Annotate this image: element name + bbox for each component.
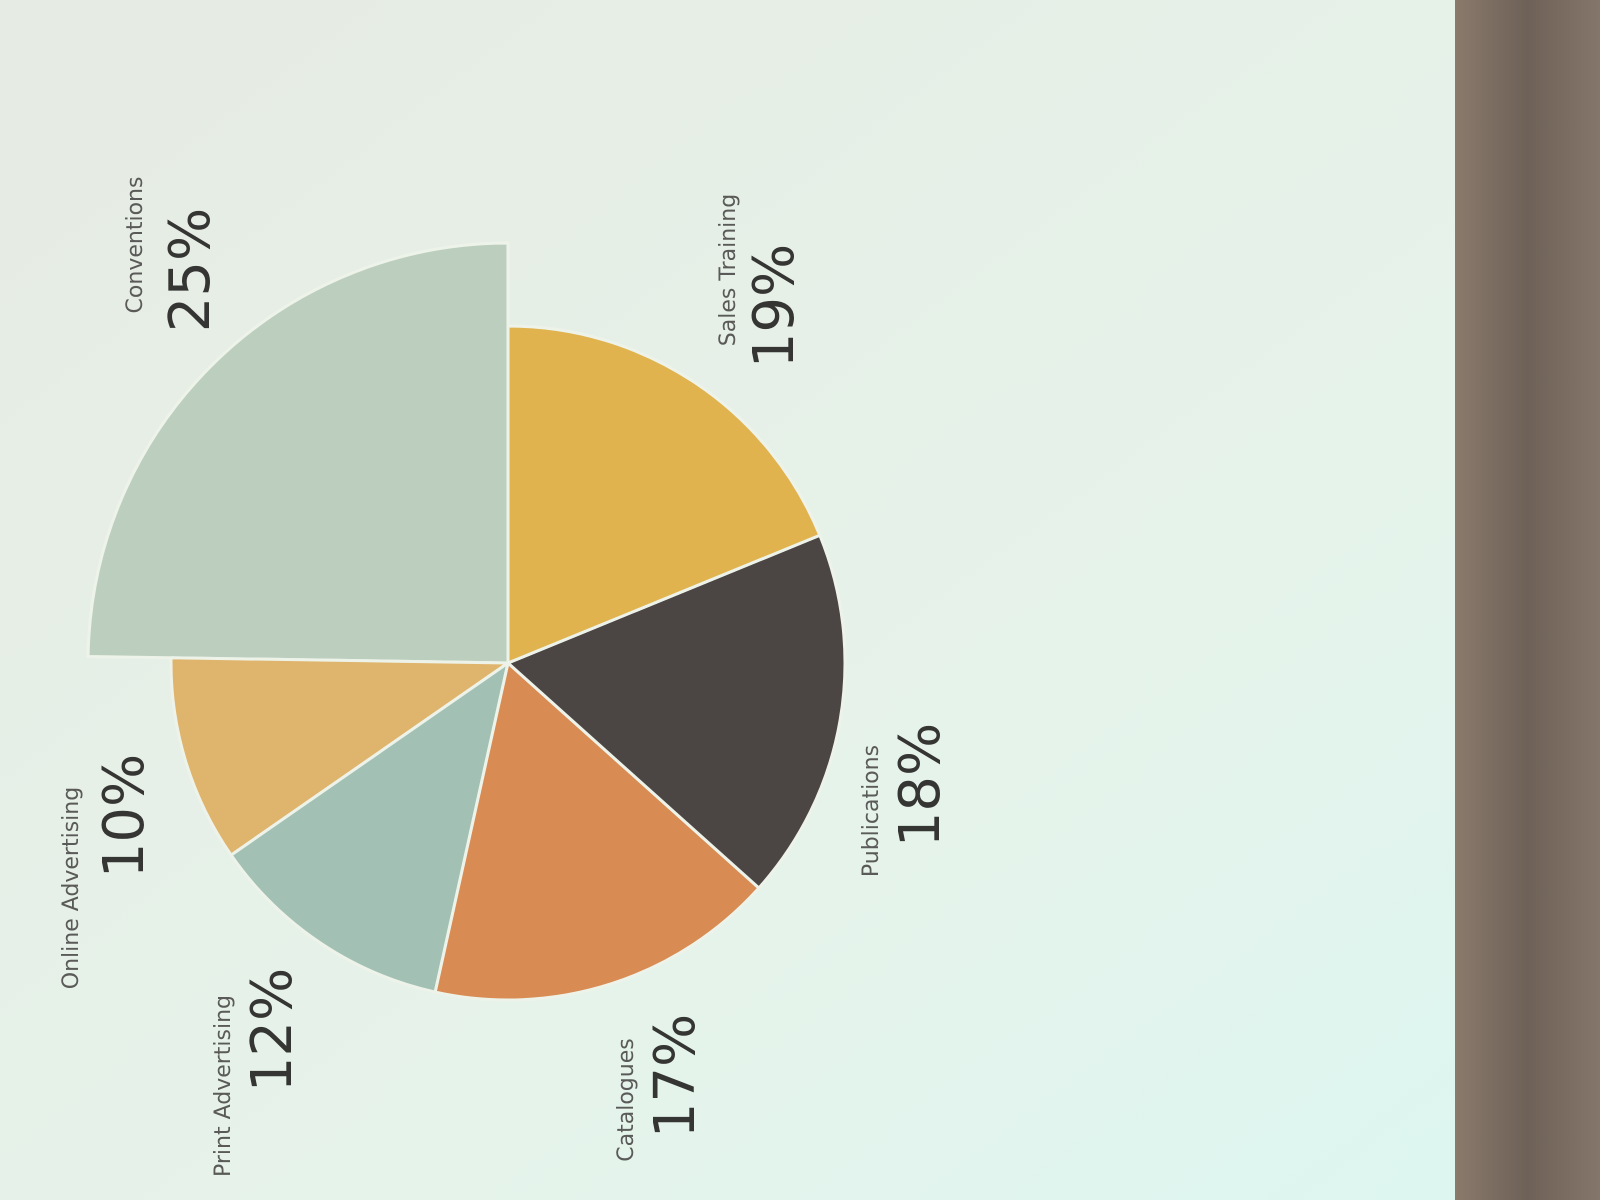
labels: Conventions 25% Online Advertising 10% Print… — [59, 177, 953, 1177]
pie-slice — [86, 241, 510, 665]
slice-name: Conventions — [123, 177, 148, 314]
pie-slice — [433, 661, 761, 1002]
slice-name: Catalogues — [614, 1038, 639, 1161]
slice-percent: 12% — [240, 968, 305, 1092]
slice-percent: 18% — [888, 723, 953, 847]
slice-name: Online Advertising — [59, 787, 84, 989]
slice-name: Publications — [859, 745, 884, 877]
pie-slice — [506, 324, 822, 665]
pie-slice — [506, 533, 847, 890]
slice-name: Sales Training — [716, 194, 741, 346]
pie — [86, 241, 847, 1002]
slice-percent: 25% — [158, 208, 223, 332]
wood-surface — [1455, 0, 1600, 1200]
slice-name: Print Advertising — [211, 995, 236, 1177]
slice-percent: 10% — [92, 754, 157, 878]
slice-percent: 17% — [643, 1014, 708, 1138]
pie-slice — [229, 661, 510, 994]
pie-slice — [169, 656, 510, 857]
slice-percent: 19% — [742, 244, 807, 368]
